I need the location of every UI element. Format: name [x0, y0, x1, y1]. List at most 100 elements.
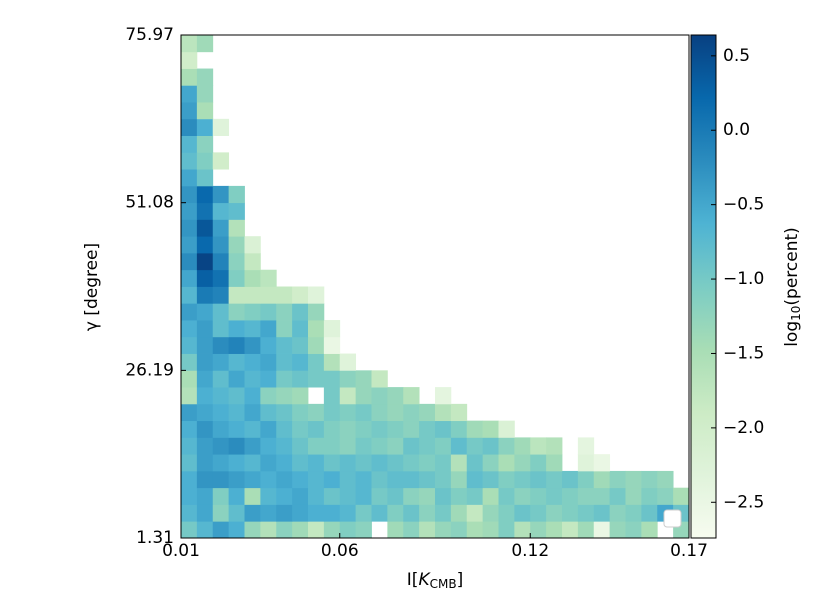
- heatmap-cell: [228, 252, 245, 271]
- heatmap-cell: [228, 219, 245, 237]
- heatmap-cell: [244, 353, 261, 371]
- plot-frame: [180, 34, 690, 539]
- heatmap-cell: [228, 521, 245, 539]
- heatmap-cell: [244, 403, 261, 422]
- heatmap-cell: [244, 437, 261, 455]
- colorbar-label-part: log: [782, 321, 802, 347]
- heatmap-cell: [196, 454, 214, 472]
- heatmap-cell: [435, 487, 452, 505]
- heatmap-cell: [435, 454, 452, 472]
- heatmap-cell: [260, 269, 277, 287]
- heatmap-cell: [323, 370, 341, 388]
- heatmap-cell: [276, 353, 293, 371]
- heatmap-cell: [181, 387, 198, 405]
- heatmap-cell: [625, 504, 642, 522]
- heatmap-cell: [546, 437, 563, 455]
- heatmap-cell: [355, 370, 372, 388]
- heatmap-cell: [466, 521, 484, 539]
- heatmap-cell: [228, 504, 245, 522]
- heatmap-cell: [244, 269, 261, 287]
- heatmap-cell: [546, 504, 563, 522]
- heatmap-cell: [276, 420, 293, 438]
- heatmap-cell: [371, 454, 388, 472]
- heatmap-cell: [323, 454, 341, 472]
- heatmap-cell: [228, 387, 245, 405]
- heatmap-cell: [212, 118, 230, 136]
- heatmap-cell: [260, 286, 277, 304]
- heatmap-cell: [181, 336, 198, 354]
- colorbar-label-part: (percent): [782, 227, 802, 305]
- heatmap-cell: [577, 437, 595, 455]
- heatmap-cell: [435, 403, 452, 422]
- heatmap-cell: [308, 403, 325, 422]
- heatmap-cell: [276, 370, 293, 388]
- heatmap-cell: [482, 420, 499, 438]
- heatmap-cell: [387, 454, 404, 472]
- heatmap-cell: [228, 236, 245, 254]
- heatmap-cell: [196, 35, 214, 53]
- heatmap-cell: [181, 252, 198, 271]
- heatmap-cell: [593, 470, 611, 489]
- heatmap-cell: [196, 470, 214, 489]
- heatmap-cell: [292, 320, 309, 338]
- heatmap-cell: [577, 454, 595, 472]
- heatmap-cell: [435, 387, 452, 405]
- heatmap-cell: [260, 320, 277, 338]
- heatmap-cell: [450, 454, 468, 472]
- heatmap-cell: [244, 487, 261, 505]
- heatmap-cell: [181, 454, 198, 472]
- heatmap-cell: [212, 303, 230, 321]
- heatmap-cell: [371, 370, 388, 388]
- heatmap-cell: [212, 487, 230, 505]
- heatmap-cell: [260, 403, 277, 422]
- heatmap-cell: [228, 403, 245, 422]
- heatmap-cell: [260, 454, 277, 472]
- heatmap-cell: [323, 336, 341, 354]
- heatmap-cell: [466, 487, 484, 505]
- colorbar-tick-label: 0.0: [723, 120, 750, 140]
- heatmap-cell: [292, 336, 309, 354]
- heatmap-cell: [212, 454, 230, 472]
- heatmap-cell: [625, 521, 642, 539]
- heatmap-cell: [339, 454, 357, 472]
- heatmap-cell: [196, 320, 214, 338]
- x-label-part: I[: [407, 570, 419, 590]
- heatmap-cell: [244, 320, 261, 338]
- colorbar-label-part: 10: [789, 306, 803, 321]
- heatmap-cell: [196, 353, 214, 371]
- y-axis-label: γ [degree]: [82, 243, 102, 331]
- heatmap-cell: [482, 487, 499, 505]
- colorbar-tick-label: −2.0: [723, 418, 764, 438]
- colorbar-tick-label: −0.5: [723, 195, 764, 215]
- heatmap-cell: [228, 454, 245, 472]
- heatmap-cell: [466, 420, 484, 438]
- heatmap-cell: [212, 437, 230, 455]
- heatmap-cell: [546, 454, 563, 472]
- heatmap-cell: [562, 470, 579, 489]
- heatmap-cell: [466, 437, 484, 455]
- heatmap-cell: [355, 420, 372, 438]
- heatmap-cell: [276, 454, 293, 472]
- heatmap-cell: [403, 521, 420, 539]
- heatmap-cell: [530, 521, 547, 539]
- heatmap-cell: [577, 504, 595, 522]
- heatmap-cell: [577, 470, 595, 489]
- heatmap-cell: [435, 504, 452, 522]
- heatmap-cell: [196, 336, 214, 354]
- heatmap-cell: [339, 353, 357, 371]
- x-label-part: CMB: [430, 577, 457, 591]
- heatmap-cell: [276, 504, 293, 522]
- heatmap-cell: [387, 487, 404, 505]
- heatmap-cell: [196, 252, 214, 271]
- colorbar: [690, 34, 717, 539]
- heatmap-cell: [212, 320, 230, 338]
- x-label-part: K: [418, 570, 431, 590]
- colorbar-tick-label: 0.5: [723, 46, 750, 66]
- heatmap-cell: [292, 403, 309, 422]
- heatmap-cell: [323, 320, 341, 338]
- heatmap-cell: [419, 470, 436, 489]
- heatmap-cell: [181, 320, 198, 338]
- heatmap-cell: [657, 470, 674, 489]
- heatmap-cell: [276, 403, 293, 422]
- heatmap-cell: [228, 370, 245, 388]
